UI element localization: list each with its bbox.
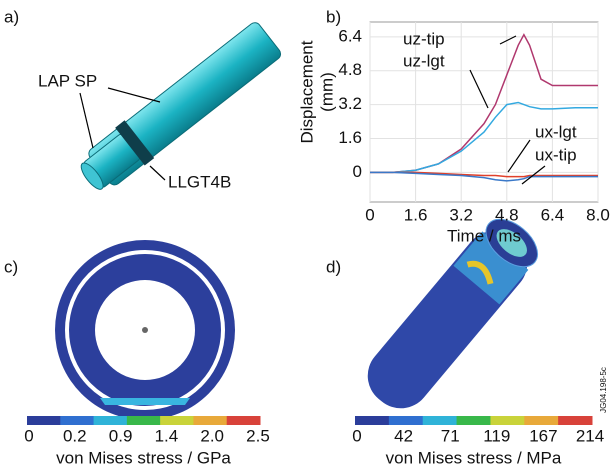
x-tick-label: 3.2 bbox=[449, 205, 473, 224]
series-line bbox=[370, 171, 598, 178]
y-axis-label: Displacement bbox=[297, 40, 316, 143]
panel-label: b) bbox=[326, 7, 341, 26]
series-arrow bbox=[521, 165, 546, 185]
colorbar-segment bbox=[193, 416, 228, 425]
series-label: ux-tip bbox=[535, 145, 577, 164]
series-label: ux-lgt bbox=[535, 122, 577, 141]
x-tick-label: 8.0 bbox=[586, 205, 610, 224]
panel-label: a) bbox=[4, 7, 19, 26]
callout-arrows bbox=[79, 87, 166, 181]
series-line bbox=[370, 171, 598, 182]
series-label: uz-lgt bbox=[403, 51, 445, 70]
figure-code: JG04.198-5c bbox=[599, 367, 608, 413]
series-arrow bbox=[507, 139, 531, 173]
colorbar-segment bbox=[27, 416, 61, 425]
colorbar-segment bbox=[456, 416, 491, 425]
pipe-stress-model bbox=[367, 218, 539, 409]
y-tick-label: 1.6 bbox=[338, 128, 362, 147]
series-arrow bbox=[499, 35, 517, 45]
x-tick-label: 6.4 bbox=[541, 205, 565, 224]
colorbar-segment bbox=[126, 416, 161, 425]
series-label: uz-tip bbox=[403, 29, 445, 48]
y-tick-label: 0 bbox=[353, 162, 362, 181]
pipe-model bbox=[80, 22, 282, 190]
y-axis-label: (mm) bbox=[317, 72, 336, 112]
y-tick-label: 4.8 bbox=[338, 60, 362, 79]
colorbar-tick-label: 2.5 bbox=[246, 426, 270, 445]
y-tick-label: 3.2 bbox=[338, 94, 362, 113]
colorbar-title: von Mises stress / MPa bbox=[386, 448, 562, 467]
colorbar-segment bbox=[160, 416, 194, 425]
callout: LLGT4B bbox=[168, 172, 231, 191]
colorbar-segment bbox=[93, 416, 128, 425]
callout: LAP SP bbox=[38, 71, 97, 90]
colorbar-segment bbox=[60, 416, 95, 425]
series-arrow bbox=[469, 69, 489, 109]
colorbar-tick-label: 1.4 bbox=[155, 426, 179, 445]
colorbar-segment bbox=[558, 416, 593, 425]
colorbar-segment bbox=[524, 416, 559, 425]
panel-label: d) bbox=[326, 257, 341, 276]
colorbar-tick-label: 214 bbox=[576, 426, 604, 445]
colorbar-tick-label: 0.9 bbox=[109, 426, 133, 445]
colorbar-tick-label: 167 bbox=[529, 426, 557, 445]
colorbar-segment bbox=[226, 416, 261, 425]
series-line bbox=[370, 101, 598, 174]
colorbar-tick-label: 0 bbox=[24, 426, 33, 445]
x-tick-label: 0 bbox=[365, 205, 374, 224]
ring-model bbox=[55, 240, 235, 420]
x-axis-label: Time / ms bbox=[447, 226, 521, 245]
x-tick-label: 4.8 bbox=[495, 205, 519, 224]
x-tick-label: 1.6 bbox=[404, 205, 428, 224]
colorbar-segment bbox=[422, 416, 458, 425]
y-tick-label: 6.4 bbox=[338, 26, 362, 45]
colorbar-segment bbox=[388, 416, 424, 425]
colorbar-tick-label: 119 bbox=[483, 426, 510, 445]
colorbar-tick-label: 71 bbox=[441, 426, 460, 445]
colorbar-segment bbox=[355, 416, 390, 425]
panel-label: c) bbox=[4, 257, 18, 276]
colorbar-tick-label: 0.2 bbox=[63, 426, 87, 445]
colorbar-tick-label: 0 bbox=[352, 426, 361, 445]
colorbar-segment bbox=[490, 416, 525, 425]
colorbar-title: von Mises stress / GPa bbox=[56, 448, 231, 467]
colorbar-tick-label: 42 bbox=[394, 426, 413, 445]
colorbar-tick-label: 2.0 bbox=[200, 426, 224, 445]
